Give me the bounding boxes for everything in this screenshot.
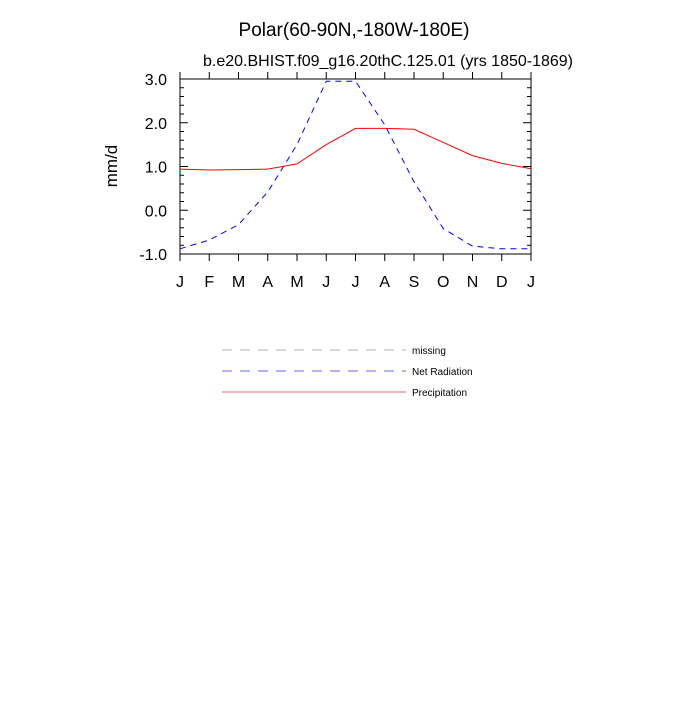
series-line-precipitation (179, 127, 532, 171)
x-tick-label: J (352, 274, 360, 291)
x-tick-label: S (409, 274, 420, 291)
y-tick-label: 0.0 (145, 203, 167, 220)
x-tick-label: D (496, 274, 508, 291)
y-tick-label: 2.0 (145, 116, 167, 133)
legend-label-net-radiation: Net Radiation (412, 367, 473, 378)
x-tick-label: A (262, 274, 273, 291)
legend-label-missing: missing (412, 346, 446, 357)
x-tick-label: M (290, 274, 303, 291)
x-tick-label: N (467, 274, 479, 291)
x-tick-label: F (204, 274, 214, 291)
x-tick-label: J (322, 274, 330, 291)
y-axis-label: mm/d (102, 145, 121, 188)
y-tick-label: -1.0 (139, 247, 167, 264)
x-tick-label: A (379, 274, 390, 291)
legend-label-precipitation: Precipitation (412, 388, 467, 399)
chart-title: Polar(60-90N,-180W-180E) (239, 20, 470, 41)
y-tick-label: 1.0 (145, 160, 167, 177)
legend: missing Net Radiation Precipitation (222, 346, 473, 399)
chart-subtitle: b.e20.BHIST.f09_g16.20thC.125.01 (yrs 18… (203, 53, 573, 70)
series-lines (179, 80, 532, 250)
axis-ticks (179, 72, 532, 261)
tick-labels: J F M A M J J A S O N D J-1.00.01.02.03.0 (139, 72, 535, 291)
series-line-net-radiation (179, 80, 531, 250)
x-tick-label: J (527, 274, 535, 291)
x-tick-label: J (176, 274, 184, 291)
y-tick-label: 3.0 (145, 72, 167, 89)
x-tick-label: M (232, 274, 245, 291)
x-tick-label: O (437, 274, 449, 291)
